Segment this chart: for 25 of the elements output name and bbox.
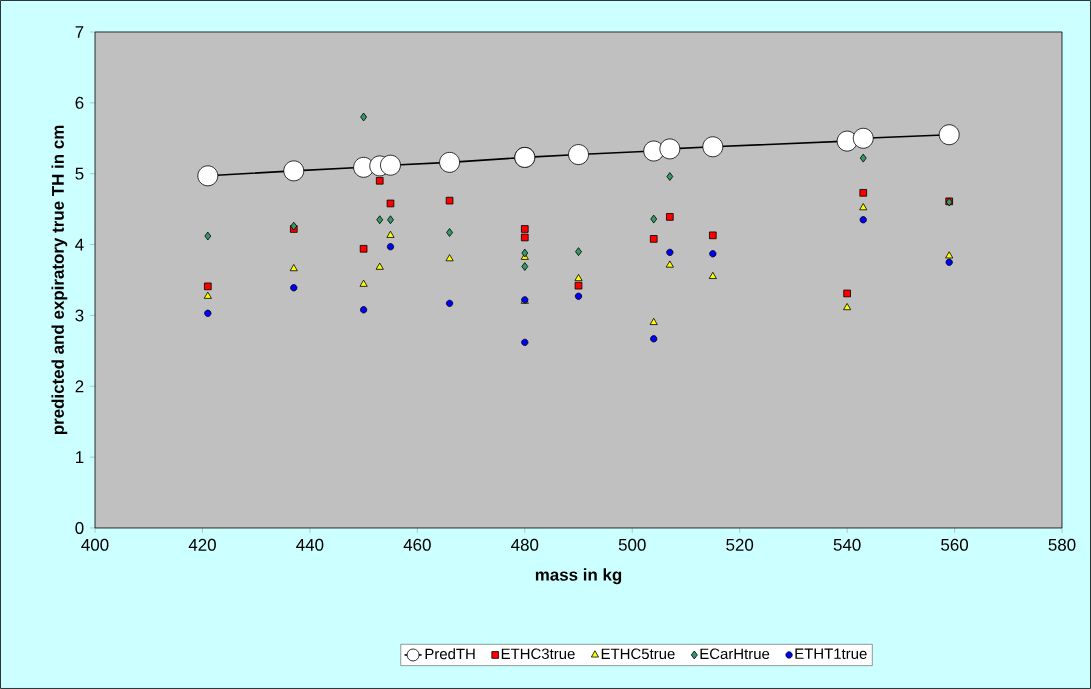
x-tick-label: 500 bbox=[618, 538, 646, 551]
legend-label: ETHC5true bbox=[601, 648, 675, 660]
legend-label: ETHC3true bbox=[501, 648, 575, 660]
y-tick-label: 5 bbox=[75, 167, 84, 180]
x-tick-label: 460 bbox=[403, 538, 431, 551]
x-axis-title: mass in kg bbox=[535, 568, 622, 585]
x-tick-label: 400 bbox=[81, 538, 109, 551]
x-tick-label: 560 bbox=[941, 538, 969, 551]
x-tick-label: 580 bbox=[1048, 538, 1076, 551]
y-tick-label: 1 bbox=[76, 451, 84, 463]
y-tick-label: 6 bbox=[75, 96, 84, 109]
x-tick-label: 480 bbox=[511, 538, 539, 551]
x-tick-label: 440 bbox=[296, 538, 324, 551]
legend-label: ETHT1true bbox=[795, 648, 867, 659]
x-tick-label: 520 bbox=[726, 538, 754, 551]
legend-label: ECarHtrue bbox=[700, 648, 770, 660]
y-axis-title: predicted and expiratory true TH in cm bbox=[51, 125, 68, 435]
y-tick-label: 7 bbox=[75, 26, 84, 38]
y-tick-label: 2 bbox=[75, 380, 84, 393]
x-tick-label: 540 bbox=[833, 538, 861, 551]
y-tick-label: 3 bbox=[75, 309, 84, 322]
legend-label: PredTH bbox=[425, 648, 475, 660]
x-tick-label: 420 bbox=[188, 538, 216, 551]
y-tick-label: 4 bbox=[75, 238, 84, 251]
y-tick-label: 0 bbox=[75, 521, 84, 534]
